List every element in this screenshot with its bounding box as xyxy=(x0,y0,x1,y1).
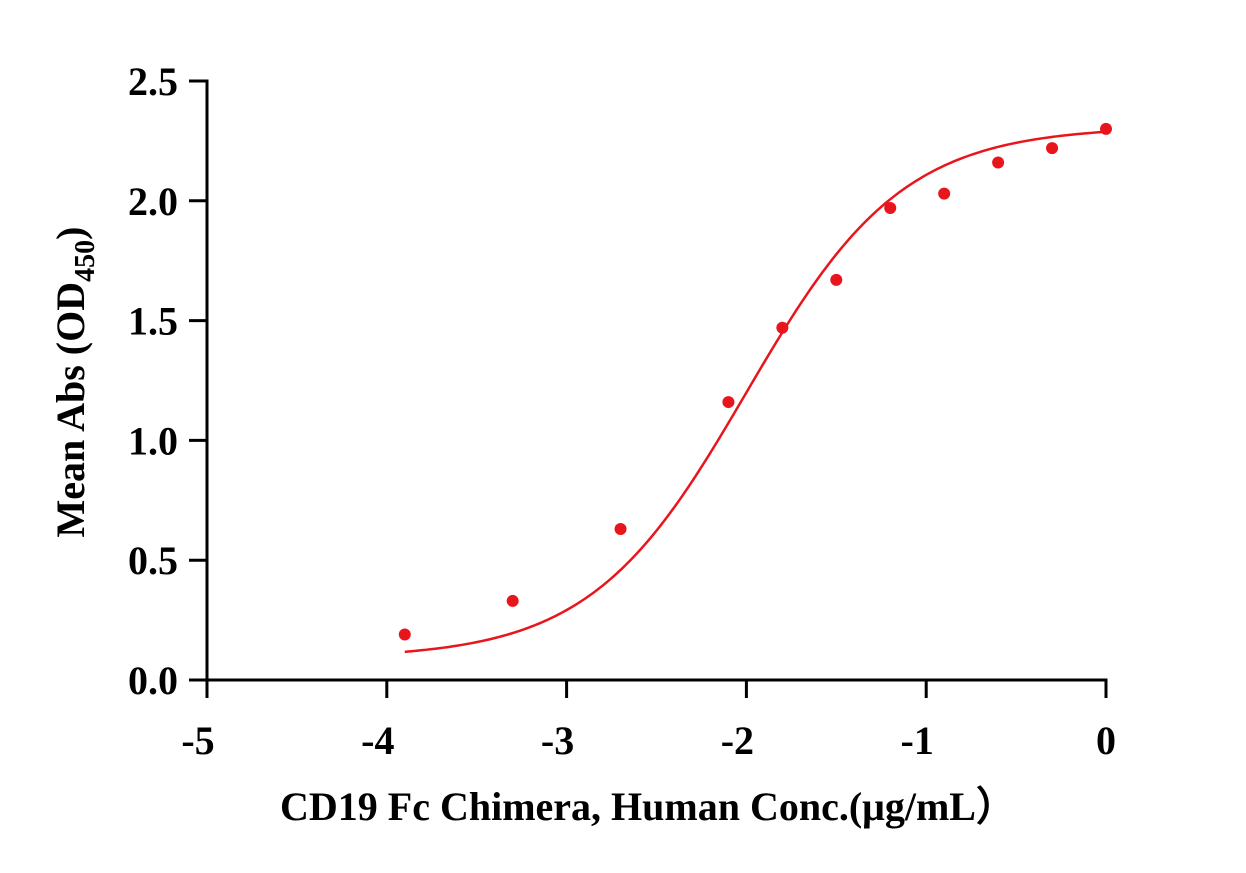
x-tick-label: -4 xyxy=(361,718,394,763)
data-point xyxy=(776,321,789,334)
data-point xyxy=(722,396,735,409)
data-points xyxy=(398,122,1112,641)
data-point xyxy=(398,628,411,641)
data-point xyxy=(1100,122,1112,135)
data-point xyxy=(830,273,843,286)
y-axis-title-subscript: 450 xyxy=(70,240,101,282)
y-axis-ticks: 0.0 0.5 1.0 1.5 2.0 2.5 xyxy=(128,59,207,703)
axes xyxy=(205,79,1108,682)
y-tick-label: 0.0 xyxy=(128,658,178,703)
x-tick-label: -2 xyxy=(721,718,754,763)
y-tick-label: 2.0 xyxy=(128,179,178,224)
y-tick-label: 1.0 xyxy=(128,418,178,463)
y-axis-title-main: Mean Abs (OD xyxy=(48,282,93,538)
y-tick-label: 0.5 xyxy=(128,538,178,583)
y-tick-label: 1.5 xyxy=(128,299,178,344)
x-tick-label: -3 xyxy=(541,718,574,763)
data-point xyxy=(614,523,627,536)
fit-curve xyxy=(404,130,1107,654)
data-point xyxy=(938,187,951,200)
x-tick-label: 0 xyxy=(1096,718,1116,763)
x-axis-ticks: -5 -4 -3 -2 -1 0 xyxy=(181,680,1116,763)
data-point xyxy=(992,156,1005,169)
data-point xyxy=(884,201,897,214)
y-tick-label: 2.5 xyxy=(128,59,178,104)
x-axis-title: CD19 Fc Chimera, Human Conc.(μg/mL） xyxy=(280,784,1016,829)
x-tick-label: -5 xyxy=(181,718,214,763)
x-tick-label: -1 xyxy=(901,718,934,763)
data-point xyxy=(506,594,519,607)
y-axis-title: Mean Abs (OD450) xyxy=(48,227,101,538)
y-axis-title-close: ) xyxy=(48,227,93,240)
data-point xyxy=(1046,142,1059,155)
